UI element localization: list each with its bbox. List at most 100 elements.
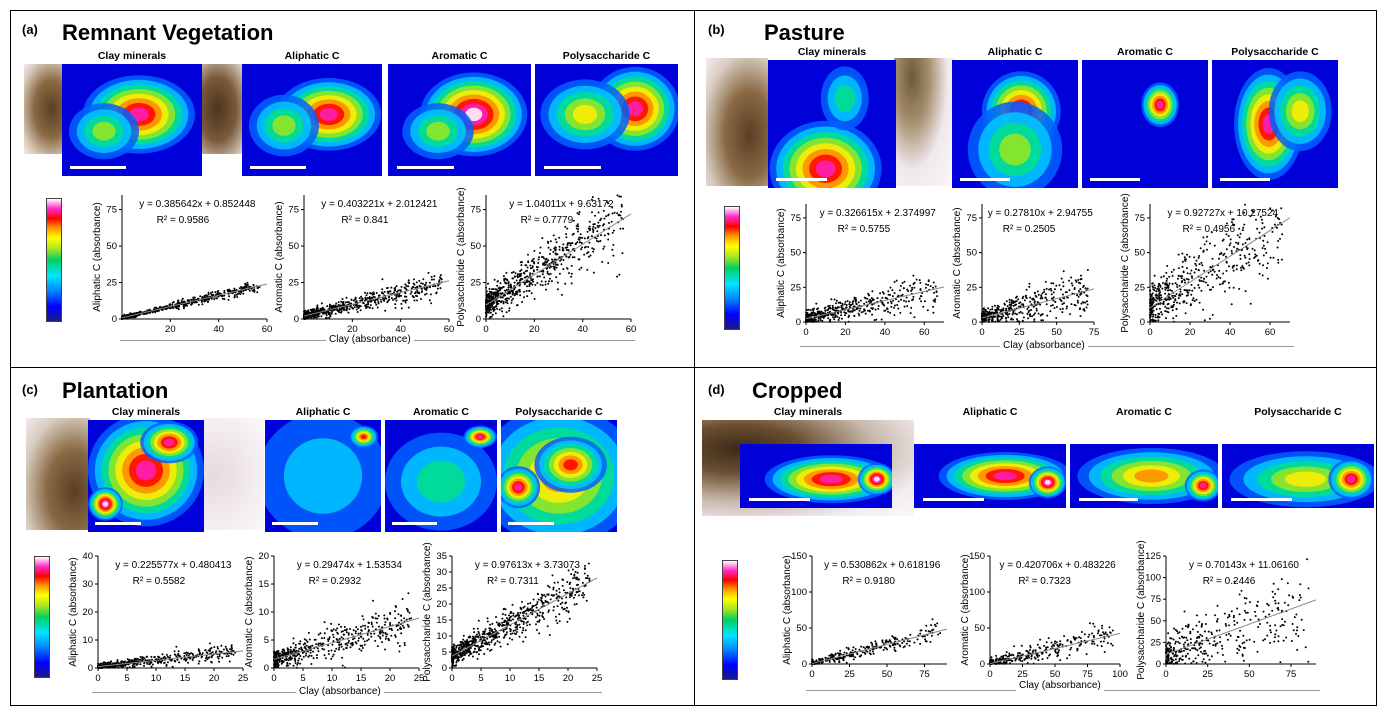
data-point: [575, 225, 578, 227]
data-point: [523, 290, 525, 293]
data-point: [1084, 287, 1087, 290]
data-point: [201, 300, 204, 303]
data-point: [303, 310, 306, 313]
data-point: [141, 658, 144, 661]
data-point: [1274, 215, 1277, 218]
data-point: [302, 655, 305, 658]
data-point: [490, 648, 493, 651]
data-point: [568, 255, 571, 258]
data-point: [361, 644, 364, 647]
data-point: [1164, 286, 1167, 289]
data-point: [1042, 319, 1044, 322]
data-point: [384, 621, 387, 624]
data-point: [516, 628, 519, 631]
data-point: [347, 311, 350, 314]
data-point: [117, 662, 120, 664]
data-point: [496, 302, 499, 305]
data-point: [1166, 277, 1169, 280]
data-point: [403, 644, 406, 647]
data-point: [503, 289, 506, 292]
data-point: [1261, 247, 1264, 250]
data-point: [476, 627, 479, 630]
data-point: [552, 594, 555, 597]
data-point: [872, 307, 874, 310]
data-point: [368, 622, 370, 624]
data-point: [1037, 293, 1040, 296]
data-point: [435, 292, 438, 295]
data-point: [859, 299, 862, 302]
data-point: [489, 305, 491, 308]
data-point: [273, 654, 276, 657]
data-point: [871, 313, 874, 316]
data-point: [1248, 258, 1251, 260]
data-point: [611, 248, 614, 251]
data-point: [407, 625, 410, 628]
data-point: [1262, 254, 1265, 257]
x-tick-label: 40: [213, 324, 224, 335]
data-point: [858, 309, 861, 312]
data-point: [874, 308, 877, 311]
data-point: [523, 605, 526, 608]
data-point: [586, 230, 589, 233]
data-point: [394, 634, 397, 637]
data-point: [276, 660, 279, 663]
data-point: [620, 203, 623, 206]
data-point: [1258, 272, 1261, 275]
data-point: [563, 607, 566, 610]
data-point: [377, 614, 380, 617]
data-point: [374, 639, 377, 642]
data-point: [1198, 286, 1201, 289]
data-point: [519, 611, 522, 614]
data-point: [542, 269, 545, 272]
data-point: [566, 243, 569, 246]
data-point: [1211, 273, 1214, 276]
data-point: [919, 281, 922, 284]
data-point: [519, 261, 522, 264]
data-point: [602, 247, 605, 250]
data-point: [285, 659, 288, 661]
data-point: [871, 290, 874, 293]
data-point: [351, 642, 353, 645]
y-axis-label: Aromatic C (absorbance): [274, 201, 285, 312]
data-point: [389, 623, 391, 626]
data-point: [1164, 310, 1167, 313]
data-point: [1016, 318, 1018, 321]
data-point: [616, 212, 619, 215]
data-point: [1213, 244, 1216, 247]
data-point: [128, 313, 131, 316]
data-point: [811, 320, 814, 323]
data-point: [153, 656, 156, 659]
data-point: [1255, 254, 1258, 257]
data-point: [513, 288, 516, 291]
data-point: [912, 283, 915, 285]
data-point: [1165, 279, 1168, 282]
data-point: [1160, 311, 1163, 314]
data-point: [566, 581, 569, 583]
data-point: [583, 246, 586, 249]
data-point: [506, 302, 509, 305]
data-point: [217, 290, 220, 292]
data-point: [190, 298, 193, 301]
data-point: [171, 665, 174, 668]
x-tick-label: 20: [347, 324, 358, 335]
data-point: [384, 648, 386, 651]
data-point: [1008, 298, 1011, 301]
data-point: [578, 213, 580, 216]
data-point: [1033, 320, 1036, 323]
data-point: [1190, 275, 1193, 278]
data-point: [1068, 289, 1071, 292]
x-tick-label: 10: [327, 673, 338, 684]
x-tick-label: 5: [478, 673, 483, 684]
data-point: [1152, 286, 1154, 289]
panel-c-label: (c): [22, 382, 38, 397]
data-point: [607, 214, 610, 217]
data-point: [588, 220, 591, 223]
data-point: [562, 259, 565, 262]
data-point: [551, 260, 554, 263]
data-point: [493, 291, 496, 294]
data-point: [510, 299, 513, 302]
data-point: [588, 255, 590, 258]
scale-bar: [1220, 178, 1270, 181]
data-point: [532, 280, 535, 283]
data-point: [1068, 279, 1070, 282]
